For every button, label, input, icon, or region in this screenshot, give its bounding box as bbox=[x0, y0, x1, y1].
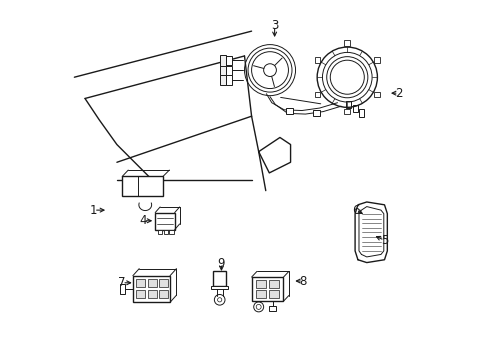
Bar bbox=[269, 306, 276, 311]
Bar bbox=[133, 276, 170, 302]
Bar bbox=[159, 279, 167, 287]
Bar bbox=[120, 284, 125, 294]
Bar bbox=[219, 55, 225, 66]
Text: 2: 2 bbox=[394, 87, 402, 100]
Text: 6: 6 bbox=[352, 204, 359, 217]
Bar bbox=[285, 108, 292, 114]
Bar bbox=[225, 55, 232, 65]
Bar bbox=[163, 230, 167, 234]
Bar bbox=[158, 230, 162, 234]
Bar bbox=[312, 110, 319, 116]
Bar bbox=[373, 57, 379, 63]
Bar bbox=[213, 271, 225, 286]
Bar bbox=[219, 65, 225, 76]
Bar bbox=[147, 290, 156, 298]
Bar bbox=[344, 109, 349, 114]
Bar bbox=[352, 105, 357, 112]
Bar bbox=[344, 40, 349, 46]
Bar bbox=[314, 57, 320, 63]
Text: 3: 3 bbox=[270, 19, 278, 32]
Bar bbox=[251, 277, 283, 301]
Bar bbox=[225, 66, 232, 75]
Bar bbox=[346, 101, 350, 108]
Bar bbox=[136, 279, 145, 287]
Bar bbox=[269, 280, 279, 288]
Bar bbox=[219, 75, 225, 85]
Text: 4: 4 bbox=[140, 214, 147, 227]
Text: 7: 7 bbox=[118, 276, 126, 289]
Bar bbox=[255, 290, 265, 298]
Text: 8: 8 bbox=[299, 275, 306, 288]
Bar bbox=[136, 290, 145, 298]
Bar bbox=[373, 91, 379, 97]
Bar bbox=[269, 290, 279, 298]
Bar bbox=[122, 176, 163, 196]
Text: 5: 5 bbox=[380, 234, 387, 247]
Text: 9: 9 bbox=[217, 257, 225, 270]
Bar bbox=[155, 213, 174, 230]
Bar bbox=[169, 230, 173, 234]
Bar bbox=[314, 91, 320, 97]
Bar bbox=[225, 76, 232, 85]
Bar bbox=[147, 279, 156, 287]
Bar bbox=[255, 280, 265, 288]
Text: 1: 1 bbox=[90, 204, 98, 217]
Bar bbox=[159, 290, 167, 298]
Bar bbox=[358, 109, 363, 117]
Bar bbox=[211, 285, 228, 289]
